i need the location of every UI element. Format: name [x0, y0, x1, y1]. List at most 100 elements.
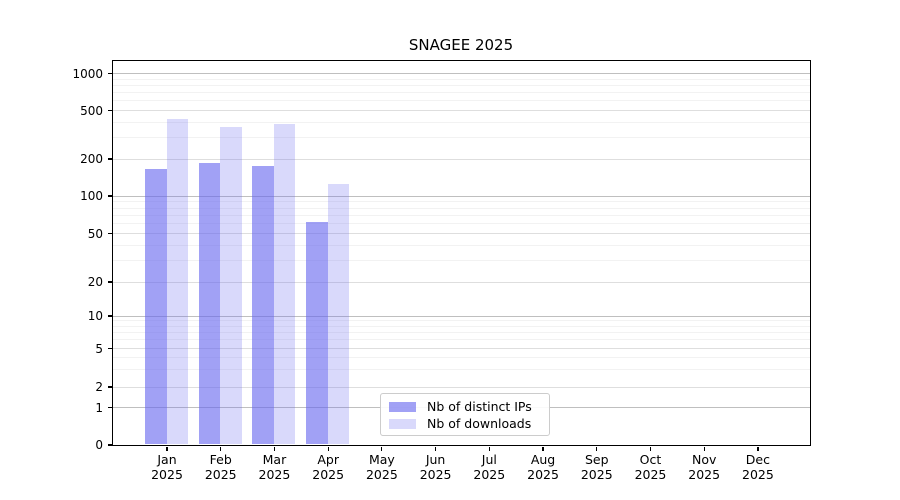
year-label: 2025 — [473, 467, 506, 482]
y-tick-label: 50 — [87, 226, 103, 241]
x-tick-label-oct: Oct 2025 — [618, 452, 682, 482]
month-label: Jun — [425, 452, 446, 467]
year-label: 2025 — [312, 467, 345, 482]
y-tick-mark — [107, 232, 113, 235]
month-label: Mar — [262, 452, 287, 467]
x-tick-label-dec: Dec 2025 — [726, 452, 790, 482]
x-tick-mark — [488, 446, 490, 451]
legend-label-distinct-ips: Nb of distinct IPs — [427, 399, 532, 414]
bar-downloads-jan — [166, 118, 188, 445]
month-label: May — [368, 452, 395, 467]
y-tick-mark — [107, 347, 113, 350]
bar-distinct-ips-jan — [145, 168, 167, 445]
bar-downloads-apr — [327, 184, 350, 445]
y-tick-mark — [107, 444, 113, 446]
y-tick-mark — [107, 109, 113, 112]
gridline-minor — [112, 260, 810, 262]
month-label: Feb — [209, 452, 232, 467]
gridline-minor — [112, 78, 810, 80]
x-tick-mark — [327, 446, 329, 451]
gridline-minor — [112, 201, 810, 203]
x-tick-label-apr: Apr 2025 — [296, 452, 360, 482]
x-tick-mark — [381, 446, 383, 451]
year-label: 2025 — [365, 467, 398, 482]
gridline-minor — [112, 244, 810, 246]
y-tick-mark — [107, 72, 113, 75]
gridline-minor — [112, 121, 810, 123]
x-tick-label-jul: Jul 2025 — [457, 452, 521, 482]
bar-distinct-ips-mar — [252, 165, 274, 445]
month-label: Jan — [157, 452, 177, 467]
year-label: 2025 — [204, 467, 237, 482]
month-label: Oct — [639, 452, 662, 467]
y-tick-label: 5 — [95, 341, 103, 356]
legend-label-downloads: Nb of downloads — [427, 416, 532, 431]
x-tick-label-jan: Jan 2025 — [135, 452, 199, 482]
bar-distinct-ips-apr — [306, 222, 328, 445]
y-tick-label: 20 — [87, 275, 103, 289]
x-tick-mark — [435, 446, 437, 451]
month-label: Jul — [481, 452, 497, 467]
gridline-minor — [112, 357, 810, 359]
year-label: 2025 — [151, 467, 183, 482]
gridline-major — [112, 233, 810, 234]
x-tick-mark — [596, 446, 598, 451]
plot-area — [111, 59, 811, 446]
gridline-minor — [112, 207, 810, 209]
gridline-minor — [112, 332, 810, 334]
year-label: 2025 — [688, 467, 721, 482]
x-tick-label-mar: Mar 2025 — [242, 452, 306, 482]
chart-title: SNAGEE 2025 — [408, 36, 514, 54]
year-label: 2025 — [580, 467, 613, 482]
y-tick-mark — [107, 158, 113, 160]
x-tick-label-nov: Nov 2025 — [672, 452, 736, 482]
x-tick-label-feb: Feb 2025 — [189, 452, 253, 482]
gridline-major — [112, 110, 810, 111]
gridline-major — [112, 348, 810, 349]
x-tick-label-sep: Sep 2025 — [565, 452, 629, 482]
gridline-minor — [112, 369, 810, 371]
y-tick-label: 1000 — [72, 66, 103, 81]
year-label: 2025 — [634, 467, 667, 482]
x-tick-mark — [542, 446, 544, 451]
y-tick-label: 10 — [87, 309, 103, 323]
bar-downloads-feb — [220, 126, 242, 445]
year-label: 2025 — [742, 467, 774, 482]
legend-swatch-downloads — [389, 418, 416, 429]
y-tick-label: 2 — [95, 380, 103, 394]
y-tick-mark — [107, 195, 113, 197]
x-tick-mark — [649, 446, 652, 451]
x-tick-mark — [273, 446, 276, 451]
y-tick-label: 200 — [80, 152, 103, 166]
year-label: 2025 — [527, 467, 559, 482]
x-tick-mark — [703, 446, 705, 451]
x-tick-label-jun: Jun 2025 — [404, 452, 468, 482]
year-label: 2025 — [258, 467, 291, 482]
month-label: Nov — [691, 452, 717, 467]
gridline-decade — [112, 195, 810, 197]
gridline-minor — [112, 339, 810, 341]
y-tick-label: 1 — [95, 400, 103, 415]
x-tick-label-may: May 2025 — [350, 452, 414, 482]
gridline-minor — [112, 84, 810, 86]
month-label: Dec — [745, 452, 770, 467]
bar-distinct-ips-feb — [198, 162, 221, 445]
y-tick-mark — [107, 406, 113, 409]
y-tick-mark — [107, 281, 113, 283]
gridline-decade — [112, 315, 810, 317]
year-label: 2025 — [419, 467, 452, 482]
x-tick-mark — [220, 446, 222, 451]
legend-item-distinct-ips: Nb of distinct IPs — [389, 398, 541, 415]
bar-downloads-mar — [273, 123, 296, 445]
gridline-minor — [112, 137, 810, 139]
legend-swatch-distinct-ips — [389, 401, 416, 412]
x-tick-mark — [757, 446, 759, 451]
y-tick-mark — [107, 315, 113, 317]
legend: Nb of distinct IPs Nb of downloads — [380, 393, 550, 436]
y-tick-mark — [107, 386, 113, 388]
gridline-minor — [112, 92, 810, 94]
month-label: Aug — [530, 452, 556, 467]
gridline-major — [112, 158, 810, 160]
y-tick-label: 100 — [80, 189, 103, 203]
